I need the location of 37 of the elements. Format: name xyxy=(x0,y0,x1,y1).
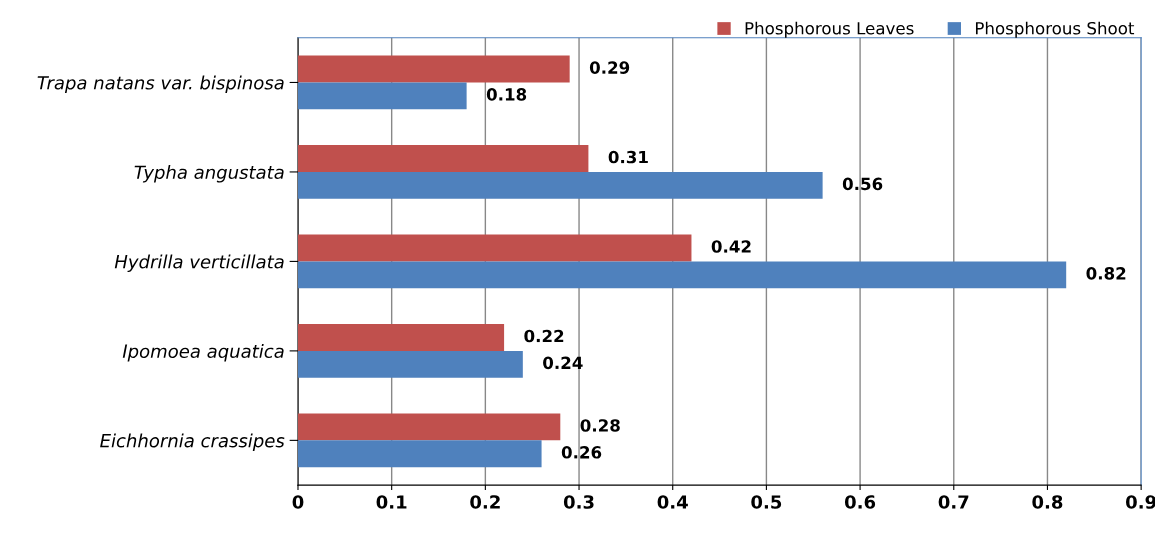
data-label: 0.56 xyxy=(842,177,883,191)
data-label: 0.26 xyxy=(561,446,602,459)
data-label: 0.18 xyxy=(486,88,527,101)
data-label: 0.29 xyxy=(589,61,630,74)
x-tick-label: 0.4 xyxy=(657,495,688,509)
x-tick-label: 0.8 xyxy=(1032,495,1063,509)
bar xyxy=(297,440,542,468)
bar xyxy=(297,82,467,110)
x-tick-label: 0.9 xyxy=(1126,495,1155,509)
x-tick-label: 0.3 xyxy=(563,495,594,509)
bar xyxy=(297,350,523,378)
x-tick-label: 0.5 xyxy=(751,495,782,509)
bar xyxy=(297,413,561,441)
bar xyxy=(297,145,589,172)
bar xyxy=(297,261,1067,289)
y-tick-label: Typha angustata xyxy=(134,165,284,183)
data-label: 0.22 xyxy=(524,329,564,343)
legend-label: Phosphorous Leaves xyxy=(745,21,914,38)
x-tick-label: 0.2 xyxy=(470,495,500,509)
x-tick-label: 0.7 xyxy=(938,495,969,509)
data-label: 0.24 xyxy=(543,356,583,370)
bar xyxy=(297,171,823,199)
y-tick-label: Trapa natans var. bispinosa xyxy=(37,75,284,94)
y-tick-label: Hydrilla verticillata xyxy=(114,254,284,273)
bar xyxy=(297,55,570,83)
data-label: 0.28 xyxy=(580,419,620,432)
bar xyxy=(297,234,692,262)
y-tick-label: Ipomoea aquatica xyxy=(122,344,284,362)
x-tick-label: 0.1 xyxy=(376,495,407,509)
legend-label: Phosphorous Shoot xyxy=(975,21,1135,38)
y-tick-label: Eichhornia crassipes xyxy=(100,433,285,451)
bar xyxy=(297,324,505,351)
data-label: 0.82 xyxy=(1086,267,1126,280)
data-label: 0.31 xyxy=(608,150,648,164)
x-tick-label: 0.6 xyxy=(844,495,876,509)
data-label: 0.42 xyxy=(711,240,751,253)
x-tick-label: 0 xyxy=(292,495,304,509)
